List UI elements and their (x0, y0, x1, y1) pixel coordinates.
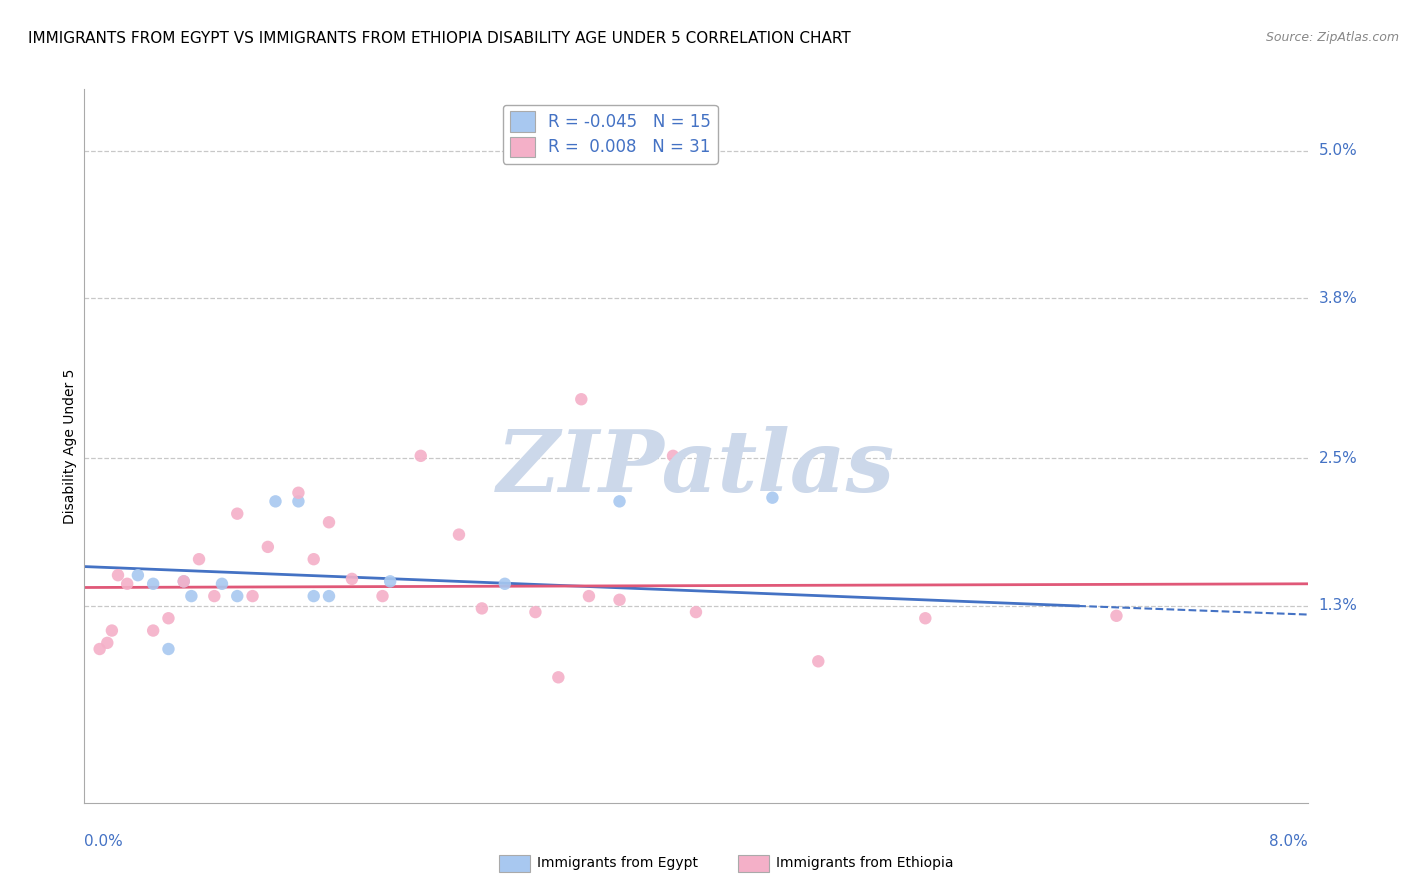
Point (242, 589, 264, 603)
Point (173, 574, 195, 589)
Point (609, 494, 631, 508)
Point (318, 589, 340, 603)
Text: ZIPatlas: ZIPatlas (496, 425, 896, 509)
Point (569, 392, 592, 407)
Point (264, 494, 287, 508)
Point (371, 589, 394, 603)
Y-axis label: Disability Age Under 5: Disability Age Under 5 (63, 368, 77, 524)
Point (257, 540, 280, 554)
Point (914, 611, 936, 625)
Point (127, 568, 149, 582)
Text: 5.0%: 5.0% (1319, 144, 1357, 158)
Point (302, 589, 325, 603)
Point (609, 592, 631, 607)
Point (226, 589, 249, 603)
Point (807, 654, 830, 668)
Point (142, 624, 165, 638)
Point (173, 574, 195, 589)
Point (302, 552, 325, 566)
Point (471, 601, 494, 615)
Point (547, 670, 569, 684)
Point (685, 605, 707, 619)
Point (96, 636, 118, 650)
Text: 3.8%: 3.8% (1319, 291, 1358, 306)
Point (115, 576, 138, 591)
Text: IMMIGRANTS FROM EGYPT VS IMMIGRANTS FROM ETHIOPIA DISABILITY AGE UNDER 5 CORRELA: IMMIGRANTS FROM EGYPT VS IMMIGRANTS FROM… (28, 31, 851, 46)
Text: 0.0%: 0.0% (84, 834, 124, 849)
Point (318, 516, 340, 530)
Legend: R = -0.045   N = 15, R =  0.008   N = 31: R = -0.045 N = 15, R = 0.008 N = 31 (503, 104, 717, 163)
Point (188, 552, 211, 566)
Point (287, 494, 309, 508)
Point (409, 449, 432, 463)
Point (578, 589, 600, 603)
Point (524, 605, 547, 619)
Text: Source: ZipAtlas.com: Source: ZipAtlas.com (1265, 31, 1399, 45)
Point (89, 642, 111, 657)
Point (180, 589, 202, 603)
Point (761, 491, 783, 505)
Point (1105, 608, 1128, 623)
Point (157, 611, 180, 625)
Point (107, 568, 129, 582)
Point (202, 589, 225, 603)
Text: 2.5%: 2.5% (1319, 450, 1357, 466)
Text: 8.0%: 8.0% (1268, 834, 1308, 849)
Point (287, 485, 309, 500)
Point (211, 576, 233, 591)
Point (226, 507, 249, 521)
Point (157, 642, 180, 657)
Point (142, 576, 165, 591)
Text: Immigrants from Egypt: Immigrants from Egypt (537, 855, 699, 870)
Point (447, 527, 470, 541)
Text: 1.3%: 1.3% (1319, 599, 1358, 614)
Point (380, 574, 402, 589)
Point (494, 576, 516, 591)
Point (101, 624, 124, 638)
Text: Immigrants from Ethiopia: Immigrants from Ethiopia (776, 855, 953, 870)
Point (662, 449, 685, 463)
Point (340, 572, 363, 586)
